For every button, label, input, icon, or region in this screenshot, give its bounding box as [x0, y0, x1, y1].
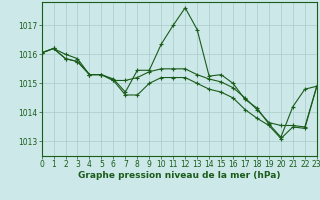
X-axis label: Graphe pression niveau de la mer (hPa): Graphe pression niveau de la mer (hPa) [78, 171, 280, 180]
